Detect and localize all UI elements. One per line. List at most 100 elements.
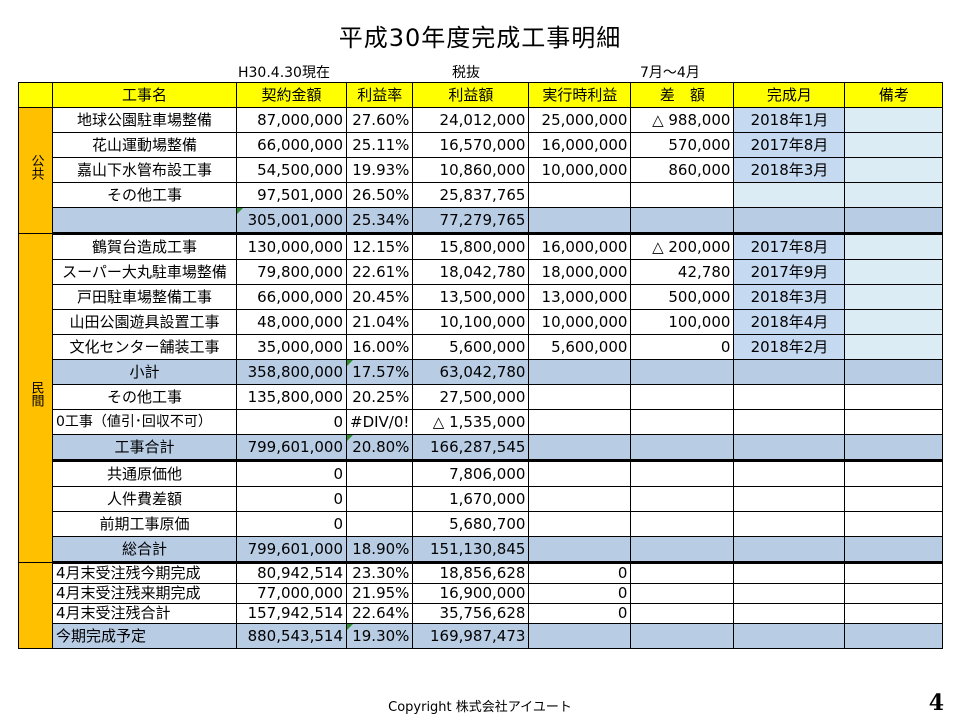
row-rate: 22.61% xyxy=(345,259,414,285)
table-row: その他工事 135,800,000 20.25% 27,500,000 xyxy=(19,384,944,410)
row-profit: 24,012,000 xyxy=(412,107,530,133)
row-contract: 358,800,000 xyxy=(236,359,347,385)
row-diff xyxy=(630,182,735,208)
row-month xyxy=(733,182,846,208)
row-exec: 0 xyxy=(528,562,632,584)
row-profit: 7,806,000 xyxy=(412,460,530,487)
table-row: その他工事 97,501,000 26.50% 25,837,765 xyxy=(19,182,944,208)
row-rate: 25.34% xyxy=(345,207,414,235)
row-note xyxy=(844,132,944,158)
row-note xyxy=(844,309,944,335)
row-contract: 77,000,000 xyxy=(236,583,347,604)
row-diff xyxy=(630,207,735,235)
row-month xyxy=(733,359,846,385)
row-rate: #DIV/0! xyxy=(345,409,414,435)
row-month xyxy=(733,409,846,435)
row-exec xyxy=(528,536,632,564)
section-public: 公共 xyxy=(18,107,53,234)
row-diff xyxy=(630,623,735,649)
row-month: 2018年3月 xyxy=(733,157,846,183)
private-subtotal-row: 小計 358,800,000 17.57% 63,042,780 xyxy=(19,359,944,385)
row-exec xyxy=(528,486,632,512)
row-profit: 16,900,000 xyxy=(412,583,530,604)
row-profit: 35,756,628 xyxy=(412,603,530,624)
page-title: 平成30年度完成工事明細 xyxy=(338,24,622,52)
row-diff xyxy=(630,603,735,624)
row-name: 小計 xyxy=(52,359,237,385)
row-name: 人件費差額 xyxy=(52,486,237,512)
row-contract: 66,000,000 xyxy=(236,132,347,158)
copyright: Copyright 株式会社アイユート xyxy=(388,700,572,715)
row-month: 2018年3月 xyxy=(733,284,846,310)
row-note xyxy=(844,623,944,649)
row-profit: 77,279,765 xyxy=(412,207,530,235)
row-profit: 18,856,628 xyxy=(412,562,530,584)
row-contract: 97,501,000 xyxy=(236,182,347,208)
row-profit: 15,800,000 xyxy=(412,233,530,260)
row-rate: 19.93% xyxy=(345,157,414,183)
construction-detail-table: 工事名 契約金額 利益率 利益額 実行時利益 差 額 完成月 備考 公共 地球公… xyxy=(18,82,944,649)
table-row: 民間 鶴賀台造成工事 130,000,000 12.15% 15,800,000… xyxy=(18,233,944,563)
row-note xyxy=(844,207,944,235)
row-contract: 0 xyxy=(236,409,347,435)
row-note xyxy=(844,511,944,537)
row-rate: 27.60% xyxy=(345,107,414,133)
row-name: 嘉山下水管布設工事 xyxy=(52,157,237,183)
row-diff xyxy=(630,511,735,537)
row-rate xyxy=(345,486,414,512)
row-rate: 26.50% xyxy=(345,182,414,208)
row-month xyxy=(733,486,846,512)
row-exec: 10,000,000 xyxy=(528,309,632,335)
row-exec: 16,000,000 xyxy=(528,233,632,260)
row-diff xyxy=(630,536,735,564)
row-exec xyxy=(528,182,632,208)
row-exec: 5,600,000 xyxy=(528,334,632,360)
row-profit: 25,837,765 xyxy=(412,182,530,208)
row-profit: 10,860,000 xyxy=(412,157,530,183)
row-contract: 35,000,000 xyxy=(236,334,347,360)
row-contract: 135,800,000 xyxy=(236,384,347,410)
header-contract: 契約金額 xyxy=(236,82,347,108)
header-rate: 利益率 xyxy=(345,82,414,108)
grand-total-row: 総合計 799,601,000 18.90% 151,130,845 xyxy=(19,536,944,564)
row-diff: 570,000 xyxy=(630,132,735,158)
row-contract: 305,001,000 xyxy=(236,207,347,235)
row-exec xyxy=(528,460,632,487)
row-exec: 10,000,000 xyxy=(528,157,632,183)
row-diff: 0 xyxy=(630,334,735,360)
row-profit: 63,042,780 xyxy=(412,359,530,385)
row-rate: 20.45% xyxy=(345,284,414,310)
page-number: 4 xyxy=(928,690,944,716)
row-month xyxy=(733,623,846,649)
row-contract: 87,000,000 xyxy=(236,107,347,133)
row-contract: 157,942,514 xyxy=(236,603,347,624)
row-note xyxy=(844,334,944,360)
row-exec: 0 xyxy=(528,603,632,624)
row-rate: 19.30% xyxy=(345,623,414,649)
row-rate: 21.04% xyxy=(345,309,414,335)
row-profit: 166,287,545 xyxy=(412,434,530,462)
row-name: 山田公園遊具設置工事 xyxy=(52,309,237,335)
row-rate: 18.90% xyxy=(345,536,414,564)
table-row: 0工事（値引･回収不可） 0 #DIV/0! △ 1,535,000 xyxy=(19,409,944,435)
row-contract: 80,942,514 xyxy=(236,562,347,584)
row-exec xyxy=(528,409,632,435)
work-total-row: 工事合計 799,601,000 20.80% 166,287,545 xyxy=(19,434,944,462)
row-contract: 0 xyxy=(236,511,347,537)
row-name: 4月末受注残来期完成 xyxy=(52,583,237,604)
row-rate: 16.00% xyxy=(345,334,414,360)
row-name: 文化センター舗装工事 xyxy=(52,334,237,360)
row-exec: 16,000,000 xyxy=(528,132,632,158)
row-name: その他工事 xyxy=(52,384,237,410)
row-note xyxy=(844,359,944,385)
row-name: 工事合計 xyxy=(52,434,237,462)
row-name: 地球公園駐車場整備 xyxy=(52,107,237,133)
row-rate: 25.11% xyxy=(345,132,414,158)
row-profit: 27,500,000 xyxy=(412,384,530,410)
table-row: 戸田駐車場整備工事 66,000,000 20.45% 13,500,000 1… xyxy=(19,284,944,310)
row-exec: 18,000,000 xyxy=(528,259,632,285)
row-rate: 22.64% xyxy=(345,603,414,624)
row-diff xyxy=(630,434,735,462)
row-rate: 21.95% xyxy=(345,583,414,604)
table-row: 4月末受注残合計 157,942,514 22.64% 35,756,628 0 xyxy=(19,603,944,624)
